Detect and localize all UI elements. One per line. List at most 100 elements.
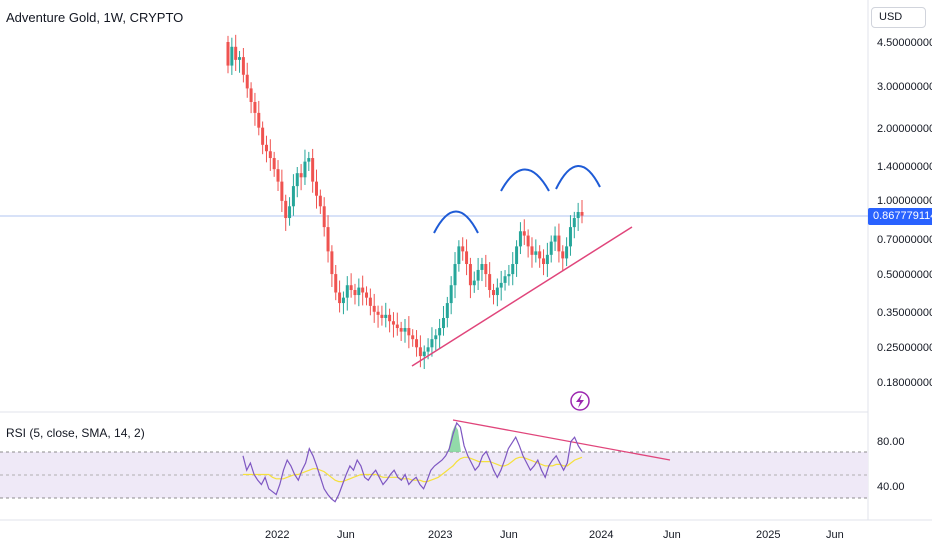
- candle-body: [261, 127, 265, 145]
- candle-body: [345, 285, 349, 298]
- candle-body: [434, 335, 438, 340]
- candle-body: [357, 287, 361, 296]
- candle-body: [553, 235, 557, 242]
- candle-body: [503, 276, 507, 283]
- candle-body: [303, 161, 307, 178]
- rsi-divergence-trendline[interactable]: [452, 419, 671, 461]
- candle-body: [549, 241, 553, 255]
- price-tick-label: 0.180000000: [877, 377, 932, 389]
- candle-body: [391, 321, 395, 325]
- candle-body: [530, 246, 534, 255]
- candle-body: [268, 151, 272, 159]
- candle-body: [499, 282, 503, 288]
- candle-body: [253, 101, 257, 113]
- price-axis[interactable]: 4.500000000 3.000000000 2.000000000 1.40…: [877, 37, 932, 389]
- candle-body: [403, 328, 407, 332]
- candle-body: [288, 206, 292, 219]
- candle-body: [472, 280, 476, 286]
- candle-body: [449, 285, 453, 304]
- candle-body: [249, 88, 253, 102]
- candle-body: [384, 314, 388, 318]
- time-tick-label: 2024: [589, 529, 613, 541]
- time-axis[interactable]: 2022 Jun 2023 Jun 2024 Jun 2025 Jun: [265, 529, 844, 541]
- candle-body: [526, 235, 530, 247]
- rsi-title[interactable]: RSI (5, close, SMA, 14, 2): [6, 426, 145, 440]
- candle-body: [468, 264, 472, 286]
- candle-body: [511, 264, 515, 275]
- rsi-tick-label: 80.00: [877, 436, 905, 448]
- candlestick-series: [226, 34, 584, 370]
- candle-body: [226, 42, 230, 66]
- candle-body: [291, 186, 295, 207]
- candle-body: [322, 206, 326, 228]
- candle-body: [368, 297, 372, 306]
- price-tick-label: 4.500000000: [877, 37, 932, 49]
- candle-body: [488, 274, 492, 291]
- candle-body: [334, 274, 338, 293]
- candle-body: [407, 328, 411, 336]
- time-tick-label: Jun: [826, 529, 844, 541]
- candle-body: [418, 347, 422, 357]
- lightning-icon[interactable]: [570, 391, 590, 411]
- time-tick-label: 2022: [265, 529, 289, 541]
- candle-body: [430, 339, 434, 348]
- candle-body: [280, 181, 284, 201]
- right-shoulder-arc[interactable]: [555, 165, 601, 190]
- time-tick-label: 2023: [428, 529, 452, 541]
- candle-body: [568, 227, 572, 247]
- candle-body: [445, 303, 449, 318]
- rsi-overbought-fill: [448, 425, 461, 452]
- price-tick-label: 0.500000000: [877, 269, 932, 281]
- candle-body: [438, 328, 442, 336]
- candle-body: [415, 339, 419, 348]
- candle-body: [361, 287, 365, 293]
- candle-body: [576, 212, 580, 219]
- candle-body: [307, 158, 311, 162]
- candle-body: [353, 290, 357, 296]
- left-shoulder-arc[interactable]: [433, 210, 479, 234]
- price-tick-label: 1.000000000: [877, 195, 932, 207]
- candle-body: [545, 254, 549, 265]
- head-arc[interactable]: [500, 168, 550, 192]
- candle-body: [495, 287, 499, 296]
- candle-body: [349, 285, 353, 291]
- price-tick-label: 1.400000000: [877, 161, 932, 173]
- candle-body: [380, 314, 384, 318]
- candle-body: [299, 173, 303, 178]
- rsi-axis[interactable]: 80.00 40.00: [877, 436, 905, 493]
- candle-body: [518, 231, 522, 247]
- time-tick-label: 2025: [756, 529, 780, 541]
- price-tick-label: 0.250000000: [877, 342, 932, 354]
- candle-body: [572, 218, 576, 228]
- candle-body: [341, 297, 345, 304]
- candle-body: [515, 246, 519, 265]
- candle-body: [330, 251, 334, 275]
- candle-body: [295, 173, 299, 187]
- candle-body: [238, 57, 242, 60]
- candle-body: [484, 264, 488, 275]
- candle-body: [234, 46, 238, 60]
- last-price-tag: 0.867779114: [868, 208, 932, 225]
- chart-title[interactable]: Adventure Gold, 1W, CRYPTO: [6, 10, 184, 25]
- candle-body: [365, 292, 369, 298]
- candle-body: [284, 200, 288, 219]
- time-tick-label: Jun: [663, 529, 681, 541]
- candle-body: [318, 195, 322, 207]
- candle-body: [457, 246, 461, 265]
- rsi-line: [242, 421, 583, 503]
- candle-body: [522, 231, 526, 236]
- candle-body: [565, 246, 569, 259]
- candle-body: [557, 235, 561, 252]
- candle-body: [376, 311, 380, 315]
- candle-body: [276, 169, 280, 182]
- candle-body: [245, 74, 249, 89]
- currency-selector[interactable]: USD: [871, 7, 926, 28]
- support-trendline[interactable]: [411, 226, 633, 367]
- candle-body: [561, 251, 565, 259]
- candle-body: [422, 351, 426, 357]
- candle-body: [507, 274, 511, 277]
- candle-body: [230, 46, 234, 66]
- candle-body: [272, 158, 276, 170]
- candle-body: [326, 227, 330, 252]
